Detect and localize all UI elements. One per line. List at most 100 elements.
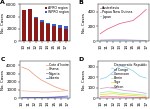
Text: A: A [0,0,5,5]
Cameroon [145,93,147,94]
Japan [99,40,101,42]
Gabon [139,97,141,98]
Australasia [126,21,127,23]
Line: Togo: Togo [100,94,146,96]
Legend: AFRO region, WPRO region: AFRO region, WPRO region [45,6,69,14]
Text: C: C [0,57,5,62]
Cameroon [99,88,101,89]
Papua New Guinea [132,39,134,41]
Bar [46,23,50,24]
Togo [145,96,147,97]
Papua New Guinea [126,39,127,40]
Togo [99,94,101,95]
Bar [52,26,56,41]
Nigeria [41,97,42,98]
Bar [58,26,62,28]
Line: Democratic Republic
of Congo: Democratic Republic of Congo [100,66,146,79]
Australasia [132,20,134,21]
Togo [139,95,141,97]
Liberia [41,97,42,98]
Nigeria [60,96,62,97]
Japan [112,40,114,42]
Nigeria [34,97,36,98]
Australasia [99,33,101,34]
Liberia [54,97,56,98]
Gabon [112,96,114,97]
Line: Cote d'Ivoire: Cote d'Ivoire [22,67,68,91]
Ghana [41,91,42,93]
Cameroon [139,92,141,93]
Democratic Republic
of Congo [99,79,101,80]
Papua New Guinea [139,40,141,41]
Ghana [54,91,56,92]
Gabon [132,97,134,98]
Ghana [60,90,62,92]
Bar [40,20,44,21]
Australasia [119,23,121,24]
Liberia [67,96,69,98]
Benin [112,91,114,93]
Ghana [34,91,36,92]
Benin [126,93,127,94]
Papua New Guinea [119,39,121,40]
Legend: Democratic Republic
of Congo, Cameroon, Benin, Togo, Gabon: Democratic Republic of Congo, Cameroon, … [111,63,147,89]
Japan [132,40,134,42]
Text: D: D [79,57,84,62]
Legend: Australasia, Papua New Guinea, Japan: Australasia, Papua New Guinea, Japan [99,6,132,19]
Cote d'Ivoire [54,86,56,87]
Cote d'Ivoire [27,69,29,70]
Bar [46,24,50,41]
Line: Nigeria: Nigeria [22,96,68,98]
Togo [106,93,108,95]
Line: Cameroon: Cameroon [100,88,146,93]
Papua New Guinea [145,40,147,41]
Japan [145,40,147,42]
Y-axis label: No. Cases: No. Cases [82,70,86,90]
Australasia [139,15,141,16]
Line: Liberia: Liberia [22,97,68,98]
Cameroon [119,89,121,90]
Nigeria [21,97,23,98]
Cote d'Ivoire [41,79,42,81]
Cameroon [106,87,108,88]
Bar [40,21,44,41]
Bar [28,9,32,41]
Nigeria [27,97,29,98]
Bar [22,10,26,41]
Benin [132,93,134,95]
Y-axis label: No. Cases: No. Cases [82,13,86,33]
Gabon [106,96,108,97]
Papua New Guinea [106,39,108,40]
Gabon [119,96,121,97]
Australasia [112,26,114,27]
Liberia [47,97,49,98]
Cameroon [132,91,134,92]
Togo [112,93,114,94]
Cameroon [126,90,127,91]
Gabon [145,97,147,98]
Cote d'Ivoire [21,66,23,68]
Australasia [106,29,108,30]
Papua New Guinea [112,39,114,40]
Benin [145,95,147,96]
Nigeria [67,95,69,97]
Cote d'Ivoire [67,90,69,91]
Line: Australasia: Australasia [100,9,146,34]
Line: Benin: Benin [100,92,146,95]
Papua New Guinea [99,39,101,41]
Togo [119,94,121,95]
Ghana [67,90,69,91]
Cote d'Ivoire [47,83,49,84]
Bar [58,28,62,41]
Ghana [21,90,23,91]
Democratic Republic
of Congo [126,67,127,68]
Line: Gabon: Gabon [100,96,146,97]
Benin [99,92,101,94]
Liberia [34,97,36,98]
Liberia [27,97,29,99]
Democratic Republic
of Congo [132,70,134,71]
Legend: Cote d'Ivoire, Ghana, Nigeria, Liberia: Cote d'Ivoire, Ghana, Nigeria, Liberia [46,63,69,80]
Ghana [27,90,29,92]
Democratic Republic
of Congo [139,75,141,77]
Gabon [99,96,101,97]
